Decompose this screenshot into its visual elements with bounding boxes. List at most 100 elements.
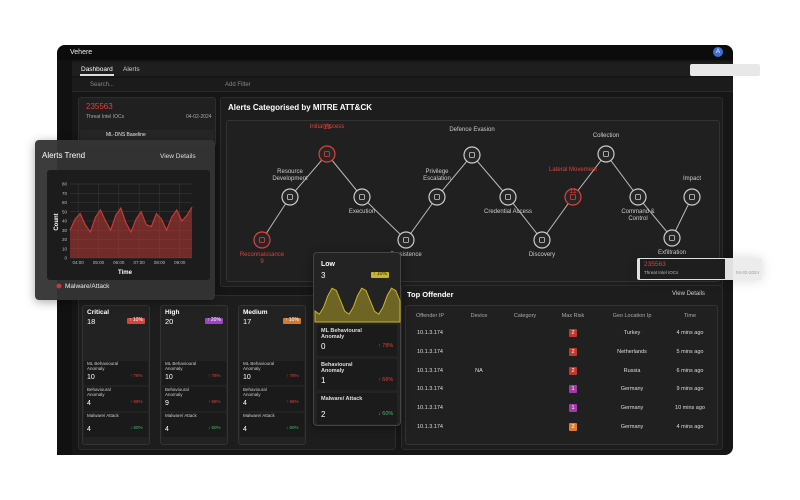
tactic-label: Reconnaissance	[239, 252, 285, 258]
severity-name: Low	[321, 261, 335, 268]
y-tick-label: 30	[62, 228, 68, 233]
risk-badge	[569, 404, 577, 413]
offender-ip: 10.1.3.174	[417, 405, 443, 412]
tactic-icon	[359, 194, 365, 200]
metric-label: Malware/ Attack	[321, 396, 363, 402]
column-header: Category	[513, 313, 537, 319]
tactic-label: Persistence	[390, 252, 422, 258]
column-header: Geo Location Ip	[612, 313, 652, 319]
column-header: Time	[683, 313, 697, 319]
tactic-node	[564, 188, 582, 206]
severity-change: ↑ 10%	[283, 317, 301, 324]
metric-change: ↑ 78%	[208, 373, 221, 378]
metric-change: ↑ 66%	[378, 377, 394, 383]
severity-name: Critical	[87, 309, 110, 316]
view-details[interactable]: View Details	[672, 291, 705, 297]
risk-value: 1	[571, 405, 575, 412]
x-tick-label: 04:00	[73, 260, 85, 265]
tactic-node	[629, 188, 647, 206]
tactic-icon	[669, 235, 675, 241]
geo: Germany	[620, 405, 644, 412]
tactic-count: 11	[569, 188, 577, 195]
column-header: Offender IP	[415, 313, 445, 319]
tab[interactable]: Dashboard	[81, 66, 113, 73]
status-chip	[690, 64, 760, 76]
risk-badge	[569, 366, 577, 375]
time: 4 mins ago	[676, 330, 704, 336]
risk-badge	[569, 329, 577, 337]
tooltip-count: 235563	[644, 261, 666, 268]
metric-count: 4	[87, 400, 91, 407]
y-tick-label: 20	[62, 237, 68, 242]
add-filter[interactable]: Add Filter	[225, 82, 251, 88]
offender-ip: 10.1.3.174	[417, 367, 443, 374]
time: 10 mins ago	[675, 405, 705, 412]
tactic-icon	[469, 152, 475, 158]
tactic-count: 9	[260, 259, 264, 265]
tab[interactable]: Alerts	[123, 66, 140, 73]
tab-underline	[80, 74, 114, 76]
tactic-node	[281, 188, 299, 206]
y-tick-label: 60	[62, 200, 68, 205]
column-header: Device	[470, 313, 488, 319]
risk-value: 1	[571, 386, 575, 393]
tactic-node	[463, 146, 481, 164]
threat-count: 235563	[86, 102, 113, 111]
tactic-node	[683, 188, 701, 206]
metric-row	[162, 413, 226, 437]
severity-count: 20	[165, 317, 174, 326]
view-details[interactable]: View Details	[160, 153, 196, 160]
metric-row	[84, 413, 148, 437]
x-tick-label: 09:00	[174, 260, 186, 265]
metric-count: 4	[243, 400, 247, 407]
tactic-icon	[434, 194, 440, 200]
x-tick-label: 05:00	[93, 260, 105, 265]
threat-date: 04-02-2024	[186, 114, 212, 120]
baseline-row	[80, 130, 214, 142]
metric-row	[162, 387, 226, 411]
tactic-count: 15	[323, 124, 331, 131]
tooltip-label: Threat Intel IOCs	[644, 270, 679, 275]
metric-count: 1	[321, 376, 326, 385]
risk-badge	[569, 385, 577, 394]
metric-change: ↓ 60%	[286, 425, 299, 430]
metric-row	[317, 359, 397, 390]
metric-count: 10	[87, 374, 95, 381]
metric-count: 10	[243, 374, 251, 381]
offender-ip: 10.1.3.174	[417, 386, 443, 393]
tactic-node	[663, 229, 681, 247]
metric-row	[84, 361, 148, 385]
metric-label: Behavioural Anomaly	[165, 387, 189, 397]
metric-row	[240, 361, 304, 385]
metric-count: 4	[87, 426, 91, 433]
tactic-icon	[570, 194, 576, 200]
x-tick-label: 06:00	[113, 260, 125, 265]
metric-row	[240, 387, 304, 411]
metric-change: ↓ 60%	[130, 425, 143, 430]
y-tick-label: 40	[62, 219, 68, 224]
time: 9 mins ago	[676, 386, 704, 393]
metric-count: 10	[165, 374, 173, 381]
tactic-label: Discovery	[528, 252, 556, 258]
tactic-icon	[259, 237, 265, 243]
avatar-initial[interactable]: A	[716, 49, 721, 55]
panel-title: Top Offender	[407, 290, 454, 299]
metric-count: 4	[165, 426, 169, 433]
search-input[interactable]: Search...	[90, 82, 115, 88]
metric-count: 2	[321, 410, 326, 419]
risk-value: 2	[571, 367, 575, 374]
metric-label: Malware/ Attack	[165, 413, 197, 418]
time: 5 mins ago	[676, 348, 704, 355]
tactic-icon	[324, 151, 330, 157]
metric-count: 0	[321, 342, 326, 351]
metric-count: 9	[165, 400, 169, 407]
tactic-icon	[635, 194, 641, 200]
metric-change: ↓ 60%	[378, 411, 394, 417]
top-bar	[57, 45, 733, 60]
time: 6 mins ago	[676, 367, 704, 374]
metric-change: ↑ 66%	[130, 399, 143, 404]
tactic-icon	[505, 194, 511, 200]
risk-value: 2	[571, 330, 575, 336]
